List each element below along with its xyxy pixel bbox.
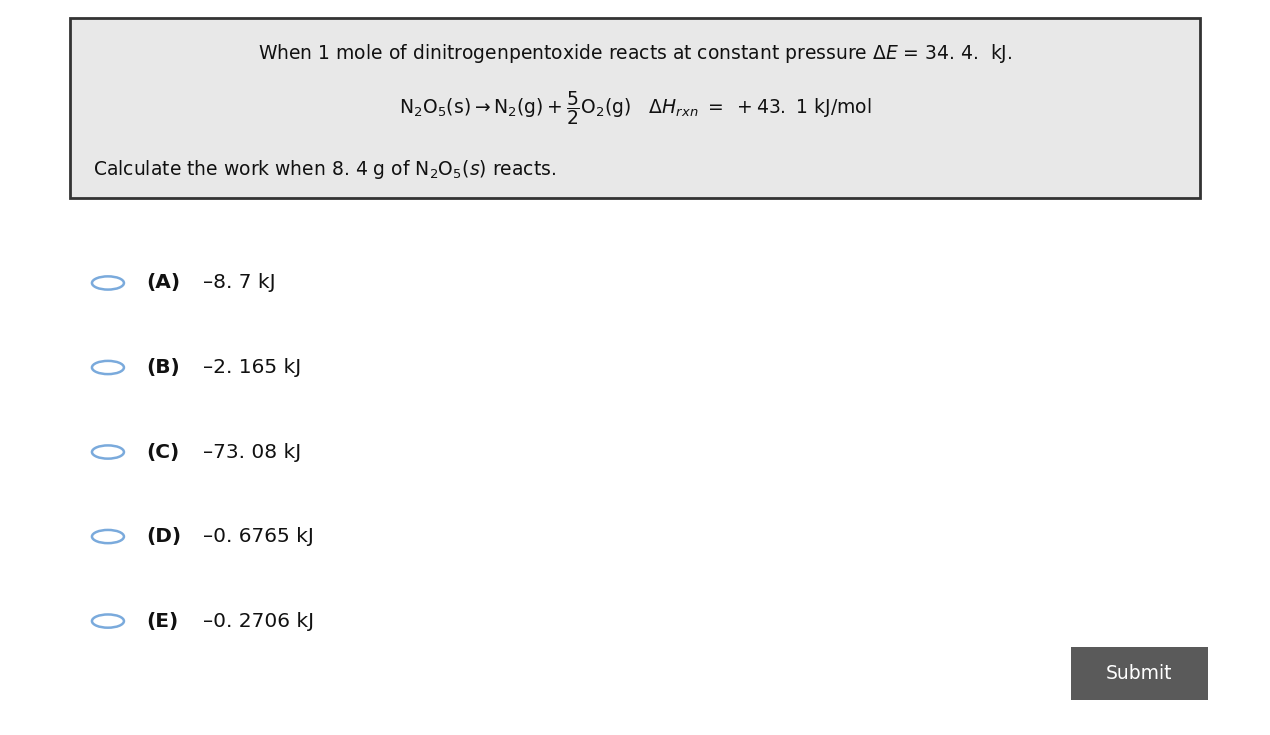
Text: (C): (C): [146, 442, 179, 462]
Text: (D): (D): [146, 527, 182, 546]
Text: $\mathrm{N_2O_5(s) \rightarrow N_2(g) + \dfrac{5}{2}O_2(g)}$$\quad \Delta H_{rxn: $\mathrm{N_2O_5(s) \rightarrow N_2(g) + …: [399, 90, 871, 127]
Ellipse shape: [91, 276, 124, 290]
Ellipse shape: [91, 445, 124, 459]
Text: –0. 2706 kJ: –0. 2706 kJ: [203, 612, 315, 631]
FancyBboxPatch shape: [70, 18, 1200, 198]
Ellipse shape: [91, 530, 124, 543]
Ellipse shape: [91, 614, 124, 628]
Text: –8. 7 kJ: –8. 7 kJ: [203, 273, 276, 293]
Ellipse shape: [91, 361, 124, 374]
Text: –0. 6765 kJ: –0. 6765 kJ: [203, 527, 314, 546]
Text: Calculate the work when 8. 4 g of $\mathrm{N_2O_5}$($s$) reacts.: Calculate the work when 8. 4 g of $\math…: [93, 157, 556, 181]
FancyBboxPatch shape: [1071, 647, 1208, 700]
Text: –73. 08 kJ: –73. 08 kJ: [203, 442, 301, 462]
Text: (B): (B): [146, 358, 180, 377]
Text: (E): (E): [146, 612, 178, 631]
Text: –2. 165 kJ: –2. 165 kJ: [203, 358, 301, 377]
Text: When 1 mole of dinitrogenpentoxide reacts at constant pressure $\Delta E$ = 34. : When 1 mole of dinitrogenpentoxide react…: [258, 42, 1012, 65]
Text: Submit: Submit: [1106, 664, 1172, 683]
Text: (A): (A): [146, 273, 180, 293]
